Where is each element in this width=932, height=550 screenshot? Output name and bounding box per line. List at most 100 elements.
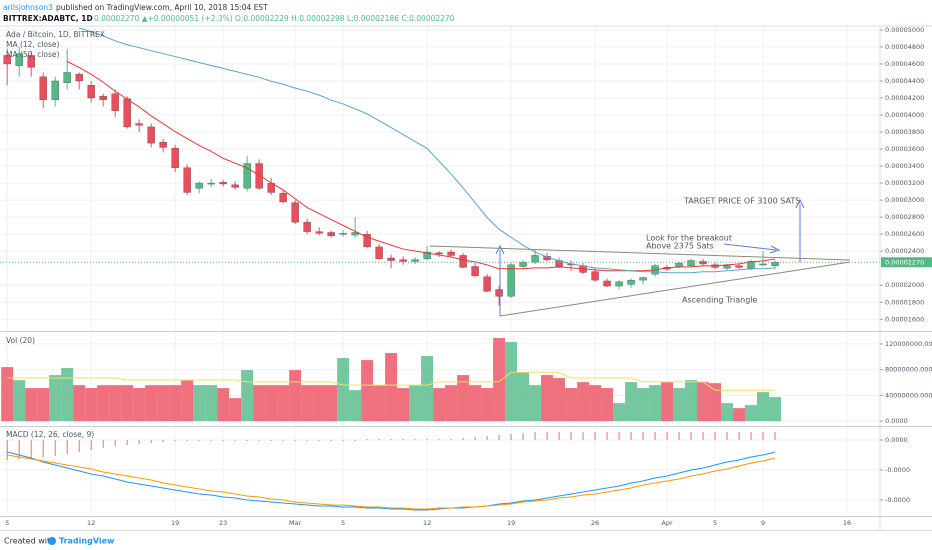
y-tick-label: 0.00001800	[885, 298, 924, 306]
volume-bar	[85, 388, 98, 422]
volume-bar	[649, 385, 662, 422]
y-tick-label: 0.00003000	[885, 196, 924, 204]
y-tick-label: -0.0000	[885, 466, 910, 474]
candle-body	[99, 96, 107, 100]
arrow-head	[769, 245, 781, 254]
candle-body	[627, 279, 635, 285]
macd-line	[7, 454, 776, 510]
candle-body	[519, 262, 527, 267]
candle-body	[507, 264, 515, 297]
candle-body	[279, 193, 287, 203]
logo-icon	[48, 537, 56, 545]
candle-body	[147, 126, 155, 144]
y-tick-label: 0.00004000	[885, 111, 924, 119]
y-tick-label: 0.0000	[885, 417, 908, 425]
candle-body	[423, 251, 431, 260]
drawings: TARGET PRICE OF 3100 SATS Look for the b…	[429, 197, 851, 317]
candle-body	[747, 261, 755, 269]
volume-bar	[361, 360, 374, 422]
candle-body	[771, 262, 779, 266]
volume-bar	[613, 403, 626, 422]
candle-body	[603, 280, 611, 287]
frame	[0, 25, 932, 531]
candle-body	[675, 262, 683, 267]
candle-body	[135, 123, 143, 126]
triangle-top	[429, 245, 851, 261]
candle-body	[3, 55, 11, 65]
volume-bar	[49, 375, 62, 422]
volume-bar	[769, 397, 782, 422]
x-tick-label: Mar	[289, 519, 302, 527]
volume-bar	[373, 385, 386, 422]
candle-body	[759, 263, 767, 266]
y-tick-label: -0.0000	[885, 496, 910, 504]
candle-body	[195, 182, 203, 189]
x-tick-label: 12	[423, 519, 431, 527]
y-tick-label: 0.00002600	[885, 230, 924, 238]
brand[interactable]: TradingView	[59, 537, 115, 546]
volume-bar	[409, 385, 422, 422]
volume-bar	[121, 385, 134, 422]
candle-body	[123, 98, 131, 128]
symbol: BITTREX:ADABTC, 1D	[3, 14, 93, 23]
volume-bar	[13, 380, 26, 422]
legend-entry: MA (50, close)	[6, 50, 60, 59]
volume-bar	[601, 388, 614, 422]
candle-body	[351, 232, 359, 236]
author[interactable]: arilsjohnson3	[3, 3, 53, 12]
volume-bar	[145, 385, 158, 422]
candle-body	[327, 232, 335, 237]
candle-body	[87, 85, 95, 99]
volume-bar	[181, 380, 194, 422]
volume-ma-line	[7, 371, 776, 391]
volume-bar	[349, 390, 362, 422]
candle-body	[243, 163, 251, 189]
footer: Created with TradingView	[4, 537, 115, 546]
candle-body	[639, 277, 647, 281]
marks	[0, 27, 880, 511]
candle-body	[159, 142, 167, 148]
volume-bar	[325, 385, 338, 422]
last-price-label: 0.00002270	[885, 258, 924, 266]
candle-body	[447, 251, 455, 256]
y-tick-label: 0.00001600	[885, 315, 924, 323]
volume-bar	[265, 385, 278, 422]
volume-bar	[625, 382, 638, 422]
volume-bar	[169, 385, 182, 422]
volume-bar	[661, 382, 674, 422]
annotation: Ascending Triangle	[682, 296, 758, 305]
ma-line	[79, 27, 776, 274]
candle-body	[303, 222, 311, 232]
x-tick-label: 26	[591, 519, 599, 527]
legend-entry: MA (12, close)	[6, 40, 60, 49]
volume-bar	[493, 338, 506, 422]
candle-body	[723, 265, 731, 269]
y-tick-label: 0.00002400	[885, 247, 924, 255]
candle-body	[531, 255, 539, 263]
candle-body	[291, 202, 299, 223]
x-tick-label: 9	[761, 519, 765, 527]
y-tick-label: 0.00003600	[885, 145, 924, 153]
candle-body	[231, 184, 239, 188]
volume-bar	[673, 388, 686, 422]
volume-bar	[505, 342, 518, 422]
volume-bar	[217, 388, 230, 422]
volume-bar	[37, 388, 50, 422]
volume-bar	[421, 356, 434, 422]
y-tick-label: 0.00002000	[885, 281, 924, 289]
candle-body	[687, 260, 695, 266]
volume-bar	[709, 383, 722, 422]
volume-bar	[541, 375, 554, 422]
candle-body	[315, 231, 323, 234]
last-price-tag	[881, 257, 932, 268]
arrow-head	[495, 244, 505, 255]
candle-body	[63, 72, 71, 83]
volume-bar	[337, 358, 350, 422]
candle-body	[339, 233, 347, 235]
volume-bar	[565, 388, 578, 422]
volume-bar	[109, 385, 122, 422]
volume-bar	[133, 388, 146, 422]
volume-bar	[229, 398, 242, 422]
